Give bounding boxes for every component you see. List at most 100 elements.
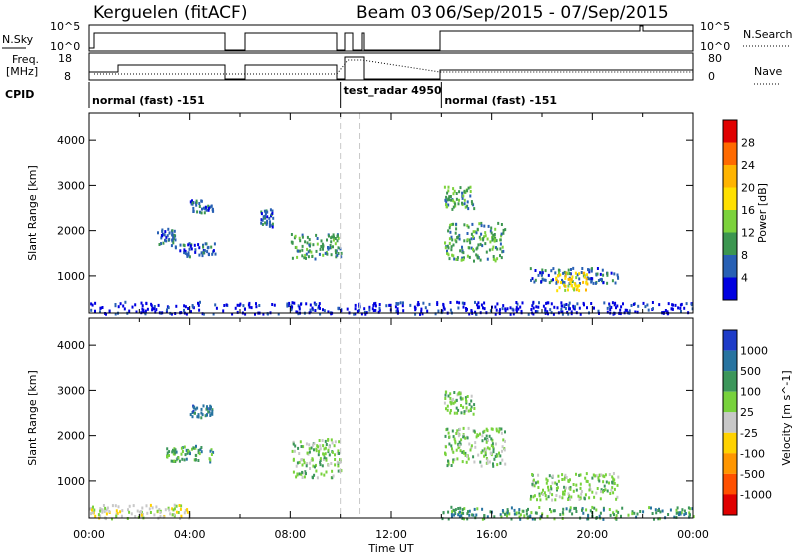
range-cell [146,307,149,311]
range-cell [460,411,463,415]
range-cell [680,302,683,306]
range-cell [628,309,631,313]
range-cell [452,199,455,203]
range-cell [483,447,486,451]
range-cell [586,273,588,277]
range-cell [538,494,541,498]
range-cell [480,464,483,468]
range-cell [318,302,321,306]
range-cell [183,251,186,255]
range-cell [499,513,502,517]
range-cell [679,511,682,515]
range-cell [106,506,109,510]
range-cell [567,479,570,483]
range-cell [173,233,176,237]
range-cell [183,304,186,308]
range-cell [481,244,484,248]
range-cell [194,458,197,462]
range-cell [187,243,190,247]
range-cell [561,511,564,515]
range-cell [122,304,125,308]
range-cell [161,234,164,238]
range-cell [318,304,321,308]
range-cell [452,460,455,464]
range-cell [564,475,566,479]
range-cell [613,482,616,485]
range-cell [492,445,495,449]
range-cell [587,517,590,521]
range-cell [99,306,102,310]
range-cell [530,511,533,515]
range-cell [290,233,293,236]
range-cell [650,506,652,510]
range-cell [503,448,506,452]
range-cell [327,448,330,452]
range-cell [469,407,472,411]
range-cell [493,515,496,519]
range-cell [306,451,309,455]
range-cell [531,304,534,308]
range-cell [448,442,451,446]
range-cell [462,305,465,309]
range-cell [561,304,563,308]
range-cell [319,312,322,316]
range-cell [572,483,575,486]
range-cell [620,514,622,518]
range-cell [197,301,199,305]
range-cell [231,312,234,316]
range-cell [317,306,320,310]
range-cell [248,305,251,309]
velocity-heatmap [89,318,695,521]
colorbar-tick-label: 25 [740,406,754,419]
range-cell [651,301,654,304]
range-cell [173,449,176,453]
range-cell [466,512,469,516]
range-cell [206,407,209,411]
range-cell [444,393,447,397]
range-cell [455,398,458,402]
range-cell [499,308,501,312]
colorbar-tick-label: 100 [740,386,761,399]
range-cell [599,278,602,282]
range-cell [519,513,522,517]
range-cell [544,278,547,282]
range-cell [288,301,291,305]
range-cell [171,507,174,511]
range-cell [634,310,637,314]
range-cell [444,397,447,400]
range-cell [546,514,549,518]
range-cell [192,409,195,413]
range-cell [291,301,294,305]
range-cell [303,461,306,465]
range-cell [445,445,447,449]
range-cell [569,478,571,482]
range-cell [167,227,170,231]
range-cell [180,452,183,456]
velocity-colorbar-label: Velocity [m s^-1] [780,370,793,465]
range-cell [471,513,474,517]
range-cell [466,224,469,228]
range-cell [547,312,549,316]
range-cell [210,405,212,409]
range-cell [610,271,613,275]
range-cell [470,405,473,409]
range-cell [472,235,475,239]
range-cell [300,302,302,306]
range-cell [600,473,603,477]
beam-label: Beam 03 [356,3,432,23]
range-cell [585,277,588,281]
colorbar-tick-label: -500 [740,468,765,481]
range-cell [569,272,572,276]
range-cell [575,488,578,492]
range-cell [196,406,199,410]
range-cell [577,494,580,498]
range-cell [529,514,532,518]
range-cell [510,506,513,510]
range-cell [475,312,478,316]
range-cell [552,267,555,271]
range-cell [644,305,647,309]
range-cell [108,309,111,313]
range-cell [298,472,301,476]
range-cell [264,214,267,218]
